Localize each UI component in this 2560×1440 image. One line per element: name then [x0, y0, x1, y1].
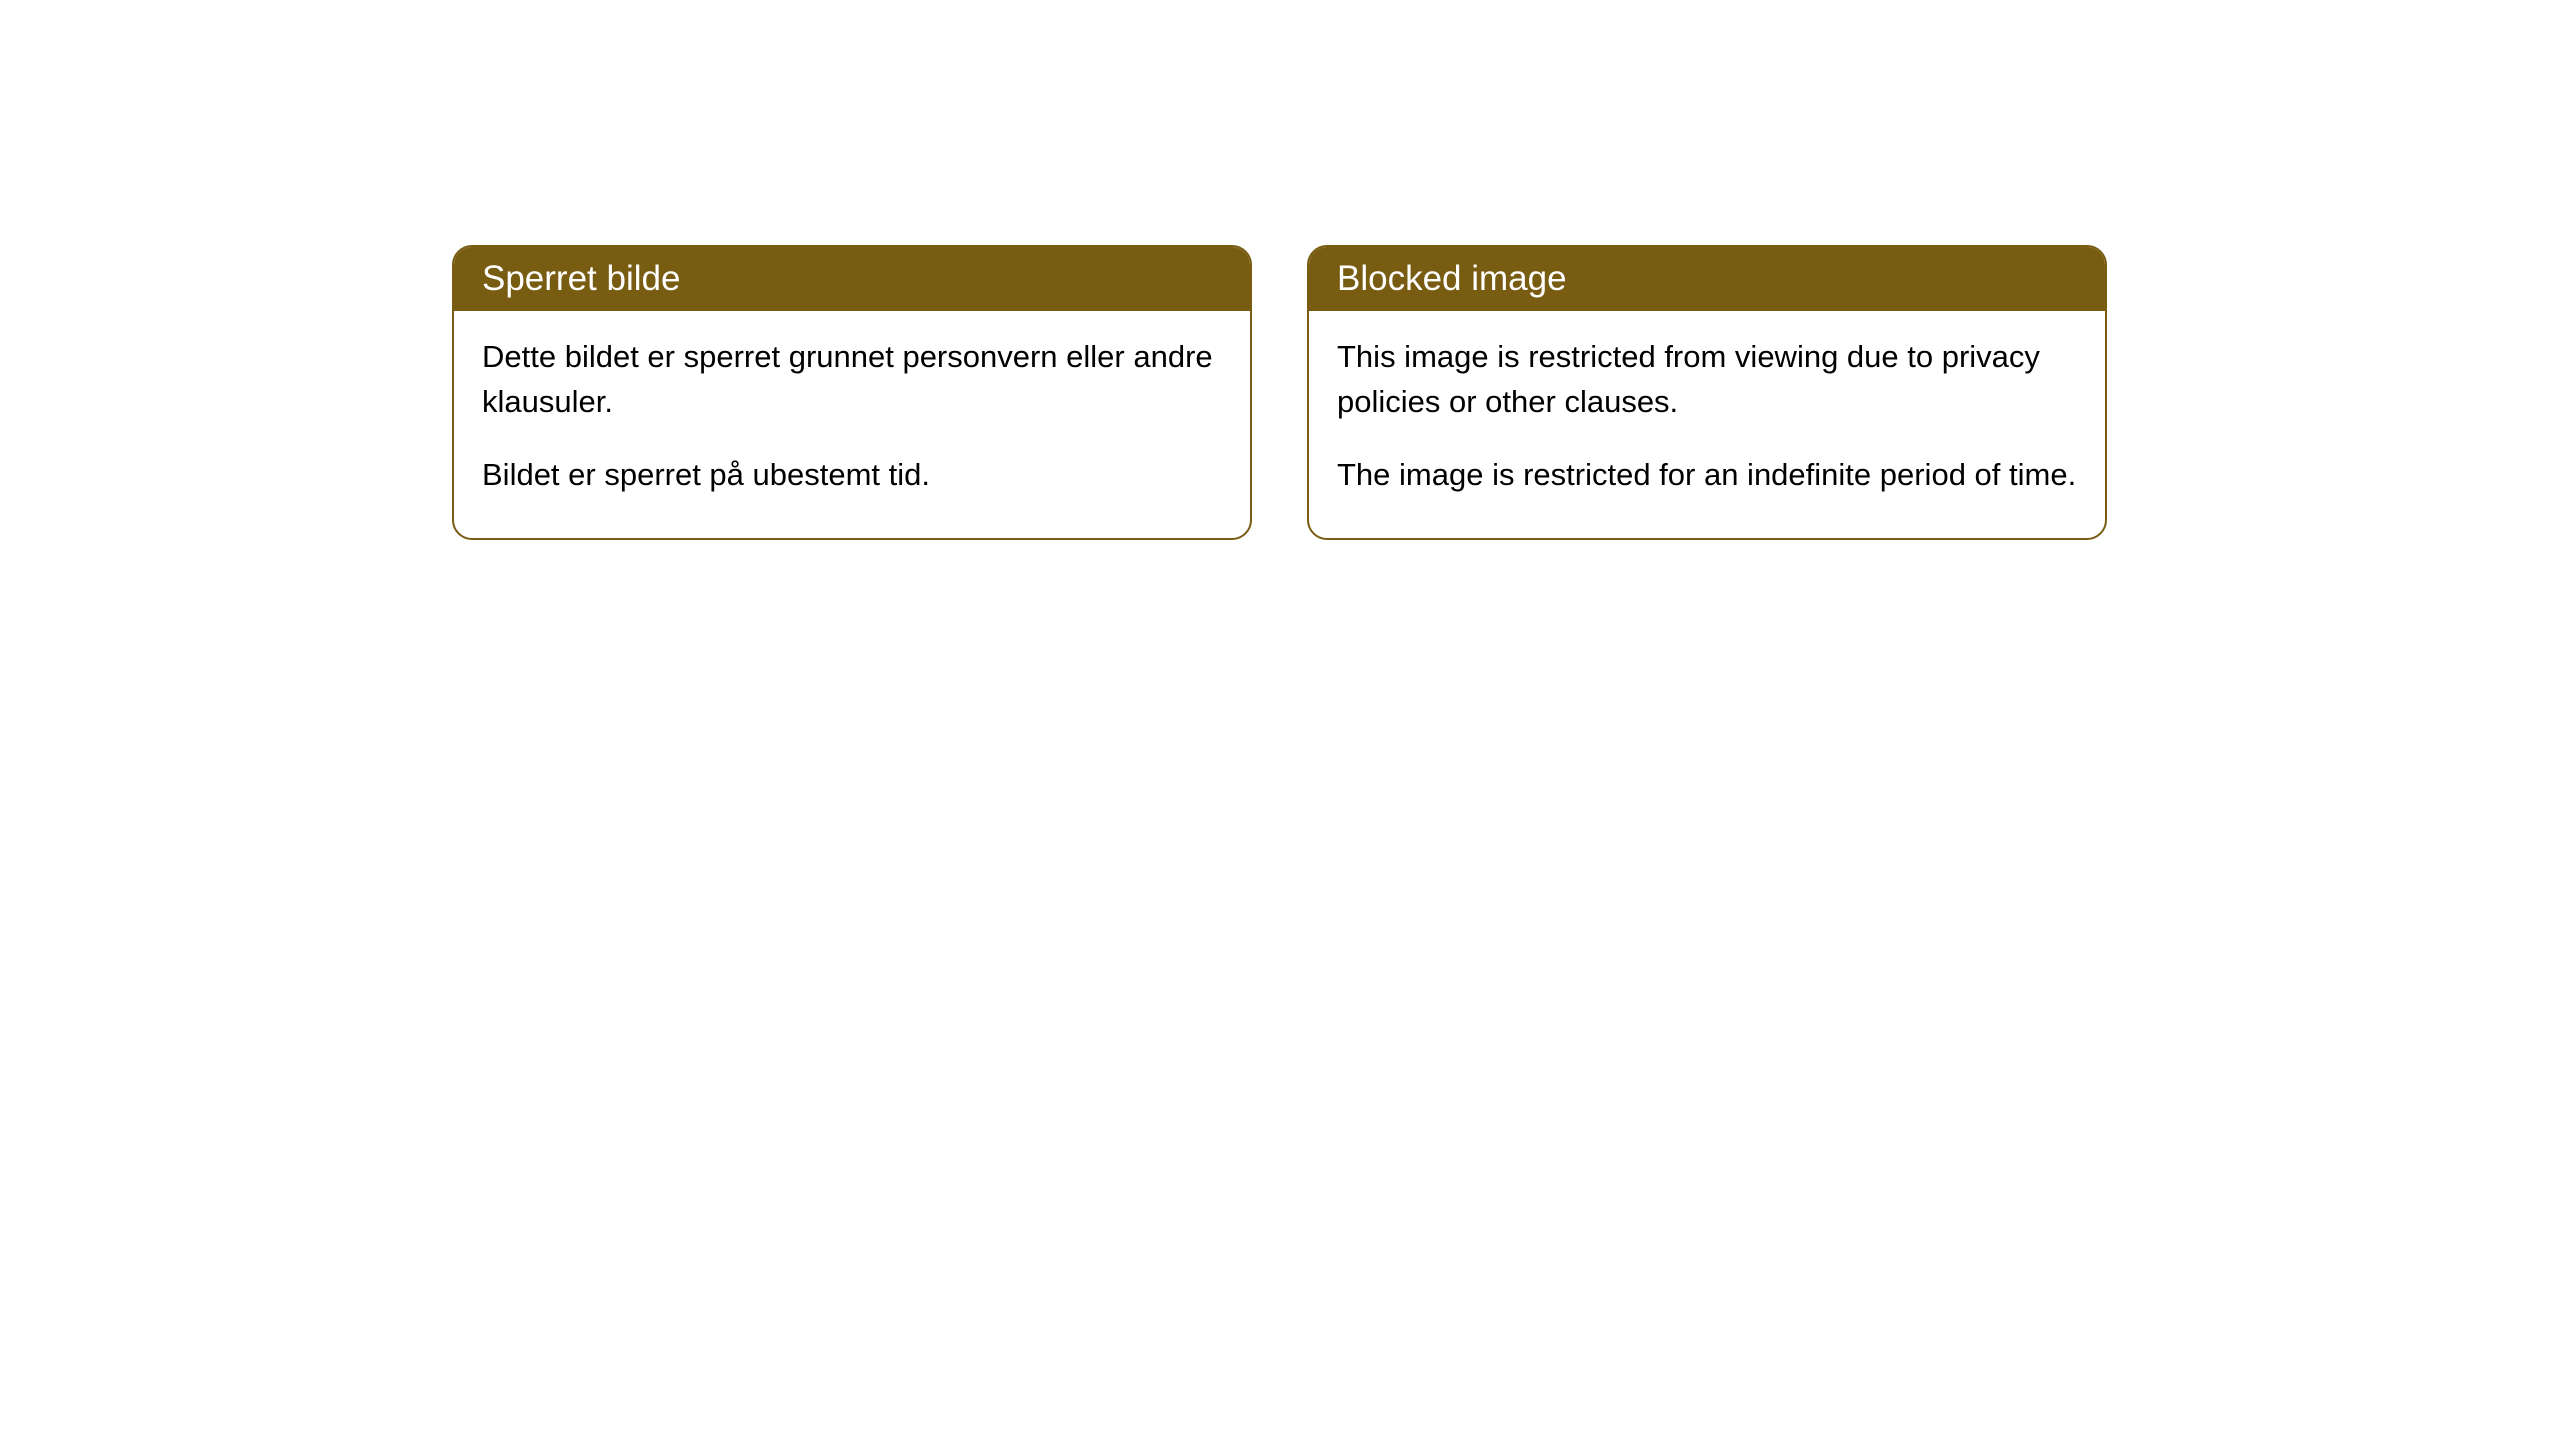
notice-cards-container: Sperret bilde Dette bildet er sperret gr…: [452, 245, 2107, 540]
card-title: Blocked image: [1309, 247, 2105, 311]
card-body: This image is restricted from viewing du…: [1309, 311, 2105, 538]
card-paragraph: Bildet er sperret på ubestemt tid.: [482, 453, 1222, 498]
blocked-image-card-norwegian: Sperret bilde Dette bildet er sperret gr…: [452, 245, 1252, 540]
blocked-image-card-english: Blocked image This image is restricted f…: [1307, 245, 2107, 540]
card-paragraph: The image is restricted for an indefinit…: [1337, 453, 2077, 498]
card-body: Dette bildet er sperret grunnet personve…: [454, 311, 1250, 538]
card-title: Sperret bilde: [454, 247, 1250, 311]
card-paragraph: Dette bildet er sperret grunnet personve…: [482, 335, 1222, 425]
card-paragraph: This image is restricted from viewing du…: [1337, 335, 2077, 425]
